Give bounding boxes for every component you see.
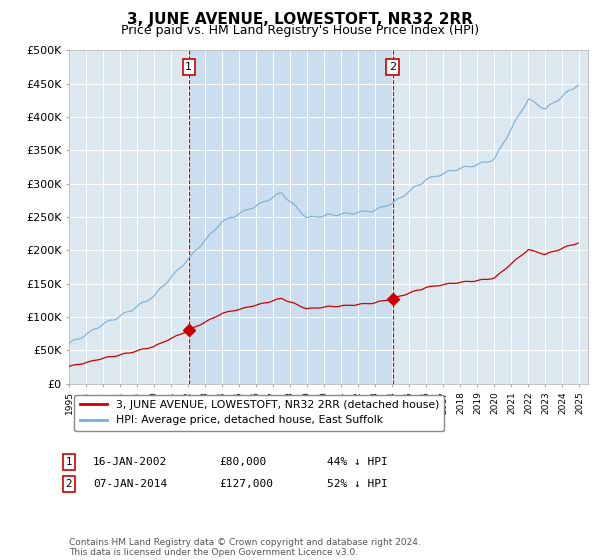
- Bar: [189, 50, 392, 384]
- Text: 16-JAN-2002: 16-JAN-2002: [93, 457, 167, 467]
- Text: 07-JAN-2014: 07-JAN-2014: [93, 479, 167, 489]
- Legend: 3, JUNE AVENUE, LOWESTOFT, NR32 2RR (detached house), HPI: Average price, detach: 3, JUNE AVENUE, LOWESTOFT, NR32 2RR (det…: [74, 395, 445, 431]
- Text: Contains HM Land Registry data © Crown copyright and database right 2024.
This d: Contains HM Land Registry data © Crown c…: [69, 538, 421, 557]
- Text: 3, JUNE AVENUE, LOWESTOFT, NR32 2RR: 3, JUNE AVENUE, LOWESTOFT, NR32 2RR: [127, 12, 473, 27]
- Text: 44% ↓ HPI: 44% ↓ HPI: [327, 457, 388, 467]
- Text: 1: 1: [185, 62, 192, 72]
- Text: 52% ↓ HPI: 52% ↓ HPI: [327, 479, 388, 489]
- Text: 2: 2: [65, 479, 73, 489]
- Text: 2: 2: [389, 62, 396, 72]
- Text: £80,000: £80,000: [219, 457, 266, 467]
- Text: Price paid vs. HM Land Registry's House Price Index (HPI): Price paid vs. HM Land Registry's House …: [121, 24, 479, 37]
- Text: 1: 1: [65, 457, 73, 467]
- Text: £127,000: £127,000: [219, 479, 273, 489]
